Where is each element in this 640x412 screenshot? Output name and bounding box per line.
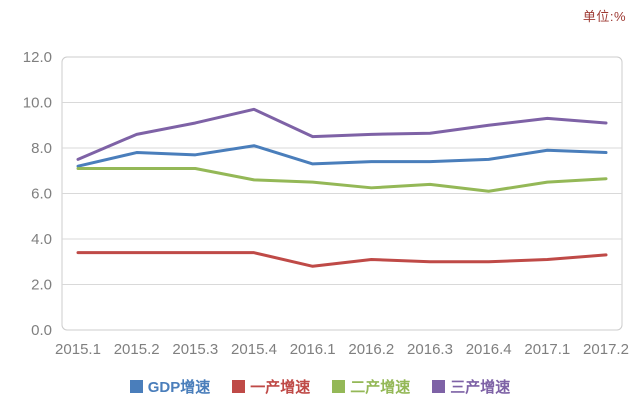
legend-item: GDP增速 xyxy=(129,376,211,397)
x-axis-tick-label: 2015.1 xyxy=(55,341,101,358)
legend-swatch-icon xyxy=(232,380,246,393)
series-line xyxy=(76,251,608,268)
legend-item: 三产增速 xyxy=(432,376,510,397)
legend-item: 一产增速 xyxy=(232,376,310,397)
x-axis-tick-label: 2016.3 xyxy=(407,341,453,358)
y-axis-tick-label: 10.0 xyxy=(23,95,52,112)
series-line xyxy=(76,144,608,168)
y-axis-tick-label: 4.0 xyxy=(31,231,52,248)
y-axis-tick-label: 0.0 xyxy=(31,322,52,339)
x-axis-tick-label: 2015.4 xyxy=(231,341,277,358)
legend-swatch-icon xyxy=(432,380,446,393)
x-axis-tick-label: 2016.1 xyxy=(290,341,336,358)
unit-label: 单位:% xyxy=(582,9,626,24)
y-axis-tick-label: 12.0 xyxy=(23,49,52,66)
legend-label: 一产增速 xyxy=(250,379,311,396)
x-axis-tick-label: 2016.4 xyxy=(466,341,512,358)
series-line xyxy=(76,107,608,161)
legend-swatch-icon xyxy=(332,380,346,393)
x-axis-tick-label: 2015.2 xyxy=(114,341,160,358)
y-axis-tick-label: 6.0 xyxy=(31,186,52,203)
x-axis-tick-label: 2017.1 xyxy=(524,341,570,358)
legend-label: 三产增速 xyxy=(450,379,511,396)
y-axis-tick-label: 2.0 xyxy=(31,277,52,294)
series-line xyxy=(76,166,608,193)
line-chart: 0.0 2.0 4.0 6.0 8.0 10.0 12.0 2015.1 2015.2 2015.… xyxy=(23,49,629,358)
legend-label: GDP增速 xyxy=(147,379,211,396)
legend-label: 二产增速 xyxy=(350,379,411,396)
x-axis-tick-label: 2015.3 xyxy=(172,341,218,358)
y-axis-tick-label: 8.0 xyxy=(31,140,52,157)
x-axis-tick-label: 2017.2 xyxy=(583,341,629,358)
legend-item: 二产增速 xyxy=(332,376,410,397)
legend-swatch-icon xyxy=(129,380,143,393)
x-axis-tick-label: 2016.2 xyxy=(348,341,394,358)
chart-legend: GDP增速 一产增速 二产增速 三产增速 xyxy=(0,376,640,397)
